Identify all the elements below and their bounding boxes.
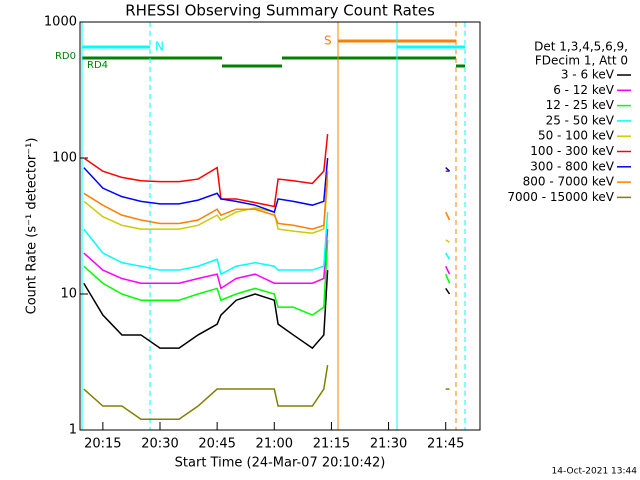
legend-label: 3 - 6 keV: [561, 68, 615, 82]
legend-header: FDecim 1, Att 0: [535, 54, 628, 68]
y-tick-label: 100: [52, 151, 77, 166]
footer: 14-Oct-2021 13:44: [552, 467, 638, 477]
y-tick-label: 10: [60, 287, 77, 302]
x-tick-label: 21:30: [370, 437, 407, 452]
legend-label: 800 - 7000 keV: [523, 175, 615, 189]
plot-frame: [79, 21, 481, 431]
series-line: [445, 239, 450, 243]
legend-label: 6 - 12 keV: [553, 83, 615, 97]
legend-header: Det 1,3,4,5,6,9,: [534, 40, 628, 54]
legend-label: 25 - 50 keV: [546, 113, 615, 127]
annotation: RD0: [55, 51, 76, 62]
legend-label: 50 - 100 keV: [538, 129, 615, 143]
x-tick-label: 21:15: [313, 437, 350, 452]
series-line: [445, 265, 451, 275]
series-line: [83, 179, 329, 234]
state-lines: [81, 22, 466, 430]
series-line: [445, 252, 451, 260]
legend-label: 7000 - 15000 keV: [507, 190, 614, 204]
x-axis-label: Start Time (24-Mar-07 20:10:42): [175, 456, 386, 471]
series-line: [83, 270, 329, 350]
x-tick-label: 20:45: [198, 437, 235, 452]
series-line: [445, 211, 451, 221]
series-line: [445, 287, 451, 295]
series-line: [83, 364, 329, 420]
x-tick-label: 20:15: [84, 437, 121, 452]
annotation: N: [155, 40, 164, 54]
y-axis-label: Count Rate (s⁻¹ detector⁻¹): [25, 138, 40, 315]
series-line: [83, 171, 329, 230]
x-tick-label: 21:45: [427, 437, 464, 452]
x-tick-label: 21:00: [256, 437, 293, 452]
legend-label: 100 - 300 keV: [530, 144, 614, 158]
annotation: S: [324, 34, 332, 48]
series-line: [83, 212, 329, 276]
series-line: [83, 157, 329, 214]
annotation: RD4: [87, 60, 108, 71]
series-line: [445, 273, 451, 284]
y-tick-label: 1: [69, 423, 77, 438]
series-line: [445, 167, 451, 172]
legend-label: 300 - 800 keV: [530, 159, 614, 173]
series-line: [83, 229, 329, 290]
series-line: [83, 239, 329, 316]
y-tick-label: 1000: [44, 15, 77, 30]
x-tick-label: 20:30: [141, 437, 178, 452]
legend-label: 12 - 25 keV: [546, 98, 615, 112]
chart-title: RHESSI Observing Summary Count Rates: [125, 2, 435, 20]
